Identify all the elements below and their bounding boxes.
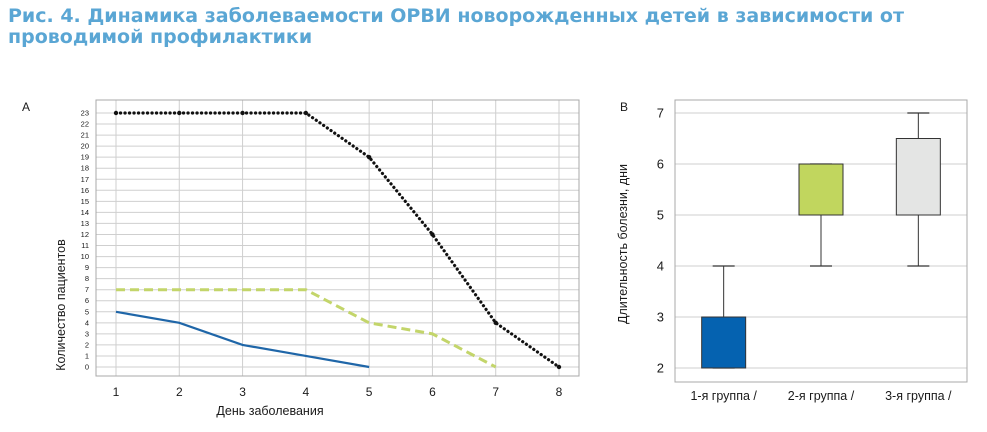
panel-a-y-tick-label: 8 bbox=[85, 274, 89, 283]
panel-b-category-label: 2-я группа / bbox=[788, 389, 855, 403]
panel-b-label: B bbox=[620, 100, 628, 114]
panel-a-x-tick-labels: 1 2 3 4 5 6 7 8 bbox=[113, 385, 563, 399]
panel-a-y-tick-label: 3 bbox=[85, 329, 89, 338]
panel-a-y-tick-label: 13 bbox=[81, 219, 89, 228]
panel-a-y-tick-label: 22 bbox=[81, 120, 89, 129]
panel-a-y-tick-label: 0 bbox=[85, 363, 89, 372]
panel-b-category-label: 1-я группа / bbox=[690, 389, 757, 403]
panel-a-y-tick-label: 11 bbox=[81, 241, 89, 250]
panel-a-x-tick-label: 8 bbox=[556, 385, 563, 399]
panel-a-series-point-3 bbox=[303, 110, 309, 116]
panel-a-y-tick-label: 4 bbox=[85, 318, 89, 327]
panel-a-x-axis-label: День заболевания bbox=[216, 404, 323, 418]
panel-b-box-2 bbox=[798, 163, 844, 216]
panel-b-box-1 bbox=[701, 316, 747, 369]
panel-a-y-tick-label: 14 bbox=[81, 208, 89, 217]
panel-b-y-tick-label: 3 bbox=[657, 310, 664, 325]
panel-b-y-tick-label: 7 bbox=[657, 106, 664, 121]
panel-a-series-point-3 bbox=[240, 110, 245, 116]
panel-b-y-tick-label: 6 bbox=[657, 157, 664, 172]
panel-a-series bbox=[113, 110, 562, 370]
panel-a-series-point-3 bbox=[556, 364, 562, 370]
panel-a-series-point-3 bbox=[493, 320, 498, 326]
panel-a-y-tick-label: 1 bbox=[85, 351, 89, 360]
panel-b-y-axis-label: Длительность болезни, дни bbox=[616, 164, 630, 324]
panel-a-x-tick-label: 6 bbox=[429, 385, 436, 399]
panel-a: A 01234567891011121314151617181920212223… bbox=[22, 99, 580, 418]
panel-a-y-axis-label: Количество пациентов bbox=[54, 239, 68, 371]
panel-b-category-label: 3-я группа / bbox=[885, 389, 952, 403]
panel-a-y-tick-label: 17 bbox=[81, 175, 89, 184]
panel-b-box-3 bbox=[895, 138, 941, 216]
panel-a-series-point-3 bbox=[430, 232, 435, 237]
panel-b-y-tick-labels: 2 3 4 5 6 7 bbox=[657, 106, 664, 376]
panel-b-y-tick-label: 2 bbox=[657, 361, 664, 376]
panel-a-y-tick-label: 18 bbox=[81, 164, 89, 173]
panel-a-x-tick-label: 5 bbox=[366, 385, 373, 399]
panel-a-plot-frame bbox=[95, 99, 580, 377]
panel-a-y-tick-label: 19 bbox=[81, 153, 89, 162]
panel-a-y-tick-label: 23 bbox=[81, 109, 89, 118]
panel-a-series-line-3 bbox=[114, 111, 561, 369]
panel-a-y-tick-label: 21 bbox=[81, 131, 89, 140]
panel-a-x-tick-label: 3 bbox=[239, 385, 246, 399]
panel-a-y-tick-label: 5 bbox=[85, 307, 89, 316]
panel-a-series-point-3 bbox=[177, 110, 182, 116]
panel-a-y-tick-label: 2 bbox=[85, 340, 89, 349]
panel-a-x-tick-label: 4 bbox=[303, 385, 310, 399]
panel-b-y-tick-label: 4 bbox=[657, 259, 664, 274]
panel-a-series-point-3 bbox=[113, 110, 119, 116]
panel-a-y-tick-label: 10 bbox=[81, 252, 89, 261]
panel-a-y-tick-label: 12 bbox=[81, 230, 89, 239]
panel-a-x-tick-label: 7 bbox=[492, 385, 499, 399]
figure-title: Рис. 4. Динамика заболеваемости ОРВИ нов… bbox=[8, 5, 904, 48]
panel-a-y-tick-label: 9 bbox=[85, 263, 89, 272]
panel-b-boxes bbox=[701, 112, 941, 369]
panel-b-category-labels: 1-я группа / 2-я группа / 3-я группа / bbox=[690, 389, 952, 403]
panel-a-x-tick-label: 1 bbox=[113, 385, 120, 399]
panel-a-grid bbox=[96, 100, 579, 376]
panel-a-y-tick-label: 20 bbox=[81, 142, 89, 151]
panel-a-y-tick-label: 7 bbox=[85, 285, 89, 294]
panel-a-y-tick-label: 6 bbox=[85, 296, 89, 305]
panel-b: B 2 3 4 5 6 7 1-я группа / 2-я группа / 3-я гру… bbox=[616, 99, 968, 403]
panel-a-series-point-3 bbox=[366, 154, 372, 160]
panel-a-y-tick-label: 16 bbox=[81, 186, 89, 195]
panel-a-label: A bbox=[22, 100, 30, 114]
panel-b-plot-frame bbox=[674, 99, 968, 383]
panel-b-y-tick-label: 5 bbox=[657, 208, 664, 223]
panel-a-x-tick-label: 2 bbox=[176, 385, 183, 399]
panel-a-y-tick-label: 15 bbox=[81, 197, 89, 206]
